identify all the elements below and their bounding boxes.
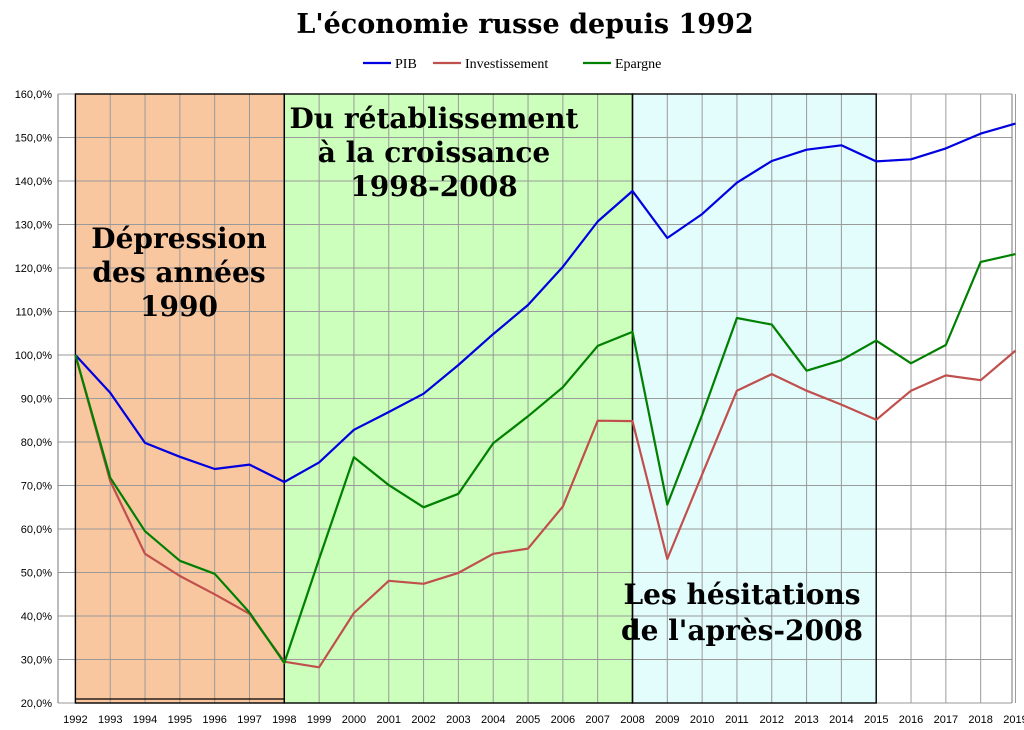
region-label-line: de l'après-2008 [621, 614, 863, 647]
x-tick-label: 2005 [516, 714, 540, 726]
chart-title: L'économie russe depuis 1992 [296, 9, 753, 40]
region-label-line: Les hésitations [623, 578, 860, 611]
x-tick-label: 2011 [725, 714, 749, 726]
legend-label-2: Epargne [615, 57, 661, 72]
x-tick-label: 2007 [585, 714, 609, 726]
y-tick-label: 30,0% [21, 655, 52, 667]
y-tick-label: 90,0% [21, 394, 52, 406]
x-tick-label: 2014 [829, 714, 853, 726]
x-tick-label: 2003 [446, 714, 470, 726]
y-tick-label: 140,0% [15, 176, 53, 188]
y-tick-label: 50,0% [21, 568, 52, 580]
x-tick-label: 1992 [63, 714, 87, 726]
y-tick-label: 160,0% [15, 89, 53, 101]
legend: PIB Investissement Epargne [363, 57, 661, 72]
legend-label-0: PIB [395, 57, 417, 72]
x-tick-label: 2013 [794, 714, 818, 726]
series-lines [74, 122, 1017, 669]
y-tick-label: 60,0% [21, 524, 52, 536]
region-label-2: Les hésitations de l'après-2008 [621, 578, 863, 647]
region-label-line: à la croissance [318, 136, 550, 169]
x-tick-label: 2004 [481, 714, 505, 726]
region-label-1: Du rétablissement à la croissance 1998-200… [290, 102, 579, 203]
x-tick-label: 1996 [202, 714, 226, 726]
legend-label-1: Investissement [465, 57, 548, 72]
x-tick-label: 1994 [133, 714, 157, 726]
x-tick-label: 2012 [760, 714, 784, 726]
y-tick-label: 70,0% [21, 481, 52, 493]
period-frames [74, 93, 877, 704]
y-tick-label: 110,0% [16, 307, 53, 319]
series-line-1 [74, 349, 1017, 669]
x-tick-label: 1999 [307, 714, 331, 726]
x-tick-label: 1995 [168, 714, 192, 726]
y-tick-label: 130,0% [15, 220, 53, 232]
x-tick-label: 2006 [551, 714, 575, 726]
x-tick-label: 2018 [968, 714, 992, 726]
y-tick-label: 100,0% [15, 350, 53, 362]
x-tick-label: 2008 [620, 714, 644, 726]
y-tick-label: 40,0% [21, 611, 52, 623]
x-axis-ticks: 1992 1993 1994 1995 1996 1997 1998 1999 2000 2001… [63, 714, 1024, 726]
x-tick-label: 2010 [690, 714, 714, 726]
x-tick-label: 1997 [237, 714, 261, 726]
y-tick-label: 80,0% [21, 437, 52, 449]
region-frame-2 [631, 93, 877, 704]
x-tick-label: 1993 [98, 714, 122, 726]
x-tick-label: 2001 [377, 714, 401, 726]
series-line-0 [74, 122, 1016, 484]
x-tick-label: 2009 [655, 714, 679, 726]
y-axis-ticks: 20,0% 30,0% 40,0% 50,0% 60,0% 70,0% 80,0% 90,0%… [15, 89, 53, 710]
y-tick-label: 150,0% [15, 133, 53, 145]
x-tick-label: 1998 [272, 714, 296, 726]
region-label-line: 1990 [140, 290, 218, 323]
region-label-line: Du rétablissement [290, 102, 579, 135]
y-tick-label: 20,0% [21, 698, 52, 710]
x-tick-label: 2019 [1003, 714, 1024, 726]
x-tick-label: 2017 [934, 714, 958, 726]
x-tick-label: 2015 [864, 714, 888, 726]
x-tick-label: 2000 [342, 714, 366, 726]
region-label-0: Dépression des années 1990 [91, 222, 266, 323]
region-label-line: Dépression [91, 222, 266, 255]
series-line-2 [74, 253, 1016, 665]
y-tick-label: 120,0% [15, 263, 53, 275]
region-label-line: 1998-2008 [350, 170, 517, 203]
region-label-line: des années [92, 256, 265, 289]
x-tick-label: 2016 [899, 714, 923, 726]
x-tick-label: 2002 [411, 714, 435, 726]
